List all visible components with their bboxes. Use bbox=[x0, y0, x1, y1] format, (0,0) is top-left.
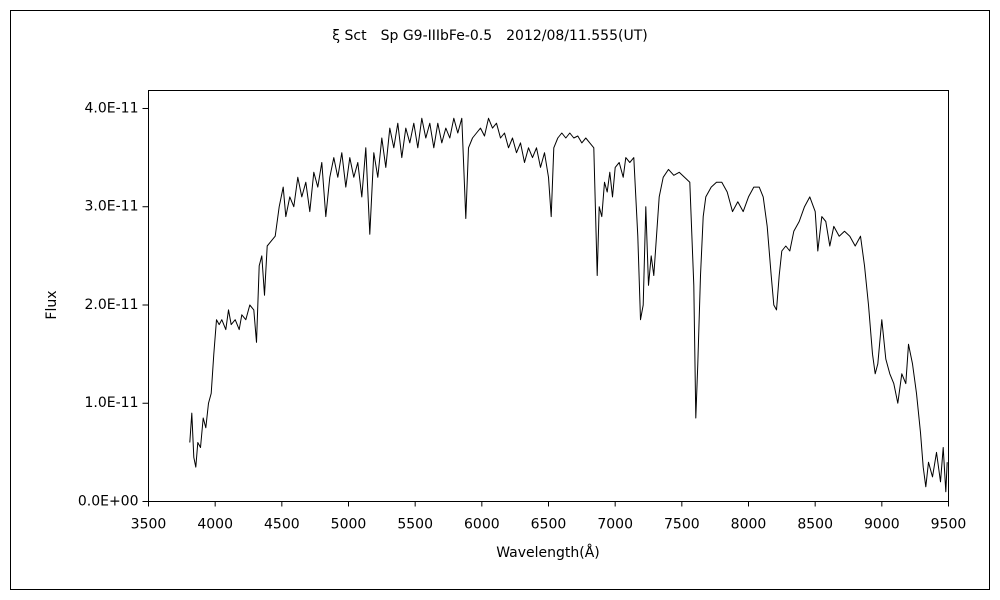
x-tick-label: 8500 bbox=[797, 517, 833, 533]
x-tick-label: 7500 bbox=[664, 517, 700, 533]
x-tick-label: 4500 bbox=[264, 517, 300, 533]
y-tick-label: 0.0E+00 bbox=[78, 494, 139, 510]
y-tick-label: 1.0E-11 bbox=[85, 395, 139, 411]
x-axis-label: Wavelength(Å) bbox=[496, 544, 600, 561]
x-tick-label: 8000 bbox=[731, 517, 767, 533]
x-tick-label: 7000 bbox=[597, 517, 633, 533]
x-tick-label: 5500 bbox=[397, 517, 433, 533]
y-tick-label: 2.0E-11 bbox=[85, 297, 139, 313]
x-tick-label: 6000 bbox=[464, 517, 500, 533]
spectrum-line bbox=[189, 117, 948, 493]
x-tick-label: 6500 bbox=[531, 517, 567, 533]
x-tick-label: 5000 bbox=[331, 517, 367, 533]
x-tick-label: 9000 bbox=[864, 517, 900, 533]
plot-area bbox=[148, 90, 949, 502]
x-tick-label: 4000 bbox=[197, 517, 233, 533]
y-tick-label: 3.0E-11 bbox=[85, 199, 139, 215]
y-tick-label: 4.0E-11 bbox=[85, 100, 139, 116]
x-tick-label: 9500 bbox=[931, 517, 967, 533]
y-axis-label: Flux bbox=[44, 290, 60, 319]
chart-title: ξ Sct Sp G9-IIIbFe-0.5 2012/08/11.555(UT… bbox=[332, 28, 647, 44]
x-tick-label: 3500 bbox=[131, 517, 167, 533]
